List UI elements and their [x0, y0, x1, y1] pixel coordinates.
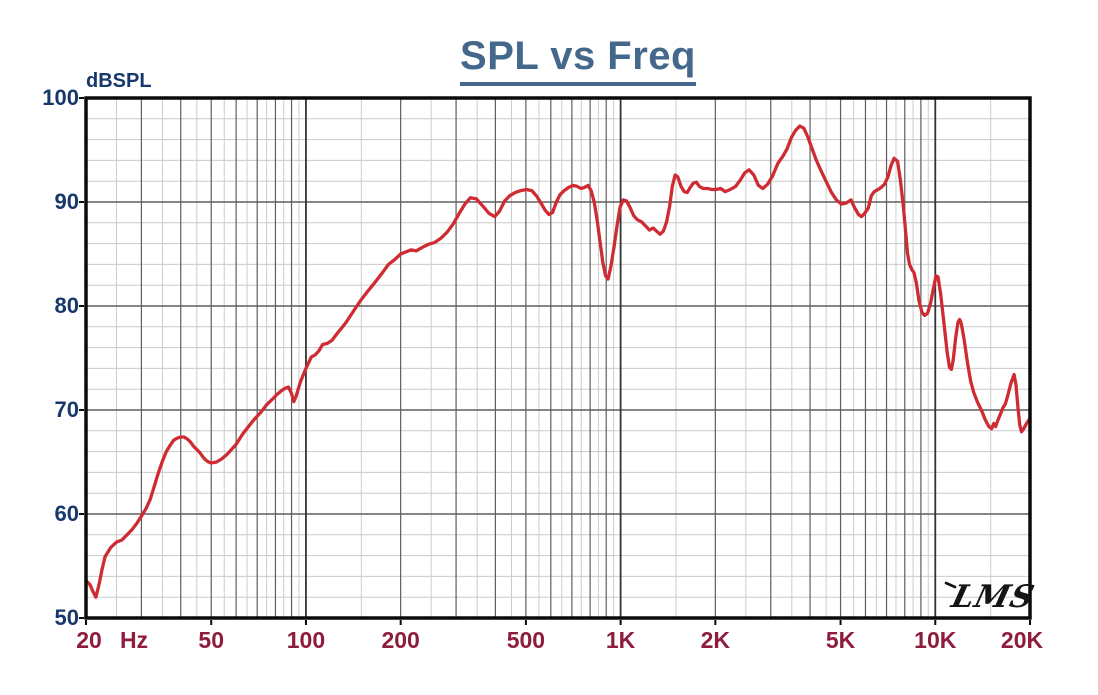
x-tick-label: 100: [286, 627, 326, 653]
lms-logo-tick: [944, 581, 957, 589]
y-tick-label: 100: [42, 85, 79, 110]
plot-frame: [84, 96, 1032, 620]
x-tick-label: 1K: [605, 627, 636, 653]
y-axis-unit-label: dBSPL: [86, 70, 152, 92]
x-tick-label: 500: [506, 627, 546, 653]
lms-logo-text: LMS: [947, 578, 1039, 614]
x-tick-label: 20: [76, 627, 102, 653]
x-tick-label: 10K: [914, 627, 957, 653]
x-tick-label: 50: [198, 627, 224, 653]
x-axis-unit-label: Hz: [119, 627, 149, 653]
y-tick-label: 80: [54, 293, 79, 318]
page-title: SPL vs Freq: [460, 34, 696, 86]
y-tick-label: 90: [54, 189, 79, 214]
spl-response-curve: [84, 124, 1032, 599]
x-tick-label: 200: [381, 627, 420, 653]
x-tick-label: 2K: [700, 627, 731, 653]
lms-logo: LMS: [944, 578, 1039, 615]
x-tick-label: 20K: [1000, 627, 1044, 653]
y-tick-label: 70: [54, 397, 79, 422]
x-tick-label: 5K: [825, 627, 856, 653]
y-tick-label: 50: [54, 605, 79, 630]
y-tick-label: 60: [54, 501, 79, 526]
